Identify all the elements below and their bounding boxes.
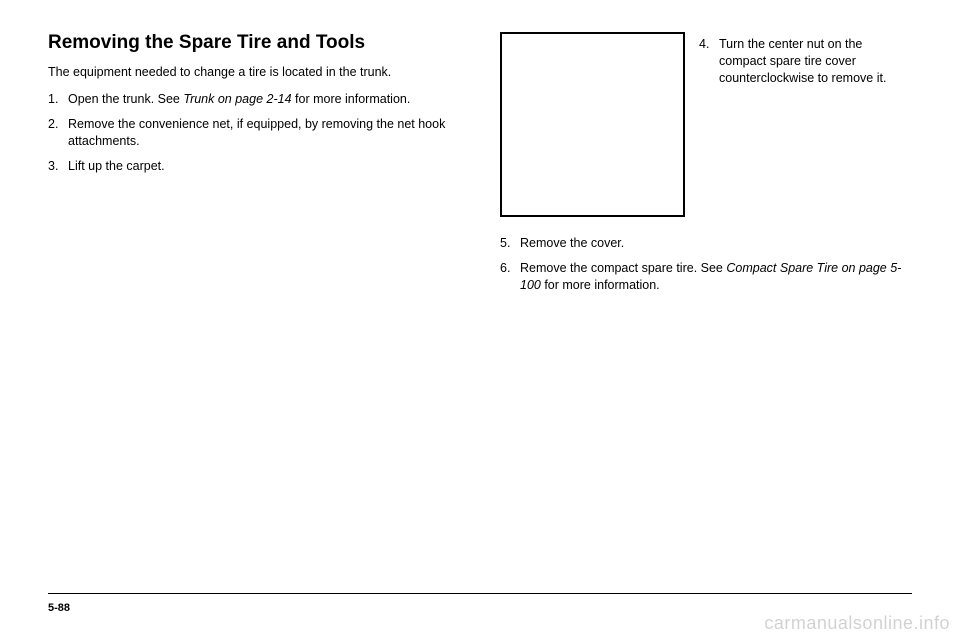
steps-list-left: 1. Open the trunk. See Trunk on page 2-1… (48, 91, 468, 175)
step-number: 3. (48, 158, 58, 175)
watermark-text: carmanualsonline.info (764, 613, 950, 634)
step-number: 4. (699, 36, 709, 53)
step-text: Turn the center nut on the compact spare… (719, 37, 886, 85)
step-number: 6. (500, 260, 510, 277)
step-1: 1. Open the trunk. See Trunk on page 2-1… (68, 91, 468, 108)
manual-page: Removing the Spare Tire and Tools The eq… (0, 0, 960, 640)
right-column: 4. Turn the center nut on the compact sp… (500, 32, 912, 302)
step-5: 5. Remove the cover. (520, 235, 912, 252)
step-number: 1. (48, 91, 58, 108)
steps-list-right: 5. Remove the cover. 6. Remove the compa… (500, 235, 912, 302)
step-text-post: for more information. (541, 278, 660, 292)
step-text-ref: Trunk on page 2-14 (183, 92, 291, 106)
intro-paragraph: The equipment needed to change a tire is… (48, 64, 468, 81)
section-title: Removing the Spare Tire and Tools (48, 32, 468, 54)
step-text-pre: Lift up the carpet. (68, 159, 165, 173)
step-6: 6. Remove the compact spare tire. See Co… (520, 260, 912, 294)
footer-rule (48, 593, 912, 594)
step-number: 5. (500, 235, 510, 252)
step-text-post: for more information. (292, 92, 411, 106)
figure-and-step4: 4. Turn the center nut on the compact sp… (500, 32, 912, 217)
page-number: 5-88 (48, 602, 70, 614)
step-2: 2. Remove the convenience net, if equipp… (68, 116, 468, 150)
step-4: 4. Turn the center nut on the compact sp… (699, 32, 912, 217)
step-text-pre: Open the trunk. See (68, 92, 183, 106)
step-text-pre: Remove the convenience net, if equipped,… (68, 117, 445, 148)
step-text-pre: Remove the cover. (520, 236, 624, 250)
step-3: 3. Lift up the carpet. (68, 158, 468, 175)
left-column: Removing the Spare Tire and Tools The eq… (48, 32, 468, 302)
two-column-layout: Removing the Spare Tire and Tools The eq… (48, 32, 912, 302)
figure-placeholder (500, 32, 685, 217)
step-text-pre: Remove the compact spare tire. See (520, 261, 726, 275)
step-number: 2. (48, 116, 58, 133)
